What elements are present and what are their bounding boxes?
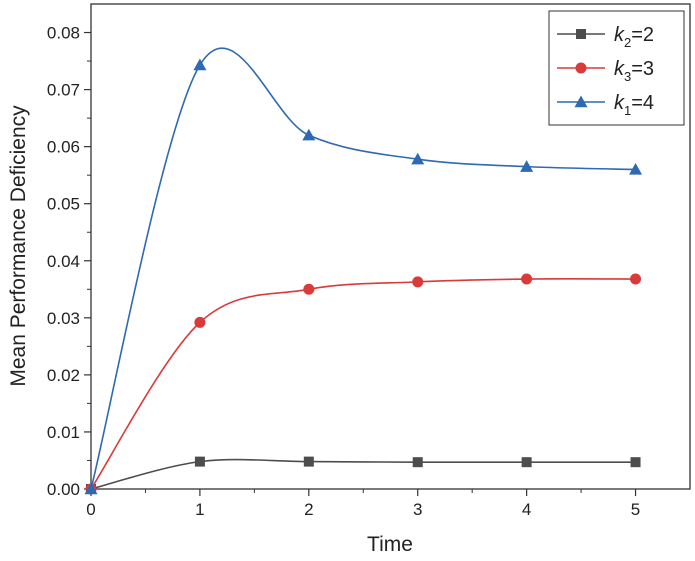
legend: k2=2k3=3k1=4 (548, 10, 685, 126)
y-axis-title: Mean Performance Deficiency (7, 105, 30, 387)
legend-label-subscript: 1 (624, 103, 631, 118)
legend-label-main: k (614, 58, 625, 80)
data-point-1 (521, 457, 532, 468)
y-tick-label: 0.02 (47, 366, 80, 385)
data-point-3 (520, 160, 534, 172)
y-tick-label: 0.00 (47, 480, 80, 499)
legend-label: k1=4 (614, 92, 654, 118)
legend-label-main: k (614, 24, 625, 46)
data-point-3 (629, 162, 643, 175)
y-tick-label: 0.04 (47, 252, 80, 271)
y-tick-label: 0.05 (47, 195, 80, 214)
x-tick-label: 5 (631, 500, 640, 519)
data-point-3 (84, 482, 98, 495)
legend-label-rest: =2 (631, 24, 654, 46)
data-point-1 (630, 457, 641, 468)
data-point-2 (194, 316, 206, 328)
series-layer (84, 47, 643, 495)
legend-label-rest: =4 (631, 92, 654, 114)
x-tick-label: 4 (522, 500, 531, 519)
plot-frame (90, 3, 691, 490)
data-point-2 (412, 276, 424, 288)
data-point-3 (411, 152, 425, 165)
y-axis-ticks: 0.00 0.01 0.02 0.03 0.04 0.05 0.06 0.07 0.08 (47, 24, 91, 499)
x-axis-title: Time (367, 533, 413, 556)
data-point-1 (194, 456, 205, 467)
x-tick-label: 0 (86, 500, 95, 519)
data-point-3 (193, 58, 207, 71)
data-point-2 (521, 273, 533, 285)
y-tick-label: 0.07 (47, 81, 80, 100)
y-tick-label: 0.06 (47, 138, 80, 157)
data-point-3 (302, 128, 316, 141)
legend-label-main: k (614, 92, 625, 114)
legend-label-rest: =3 (631, 58, 654, 80)
data-point-2 (303, 283, 315, 295)
y-tick-label: 0.08 (47, 24, 80, 43)
legend-marker (575, 62, 587, 74)
series-line-1 (90, 458, 636, 490)
legend-label-subscript: 3 (624, 69, 631, 84)
data-point-2 (630, 273, 642, 285)
legend-marker (576, 29, 586, 39)
x-tick-label: 3 (413, 500, 422, 519)
x-axis-ticks: 0 1 2 3 4 5 (86, 489, 640, 519)
data-point-1 (303, 456, 314, 467)
x-tick-label: 1 (195, 500, 204, 519)
legend-marker (574, 95, 588, 108)
legend-label: k2=2 (614, 24, 654, 50)
series-line-2 (90, 278, 636, 490)
legend-label: k3=3 (614, 58, 654, 84)
y-tick-label: 0.03 (47, 309, 80, 328)
y-tick-label: 0.01 (47, 423, 80, 442)
x-tick-label: 2 (304, 500, 313, 519)
data-point-1 (412, 457, 423, 468)
legend-label-subscript: 2 (624, 35, 631, 50)
